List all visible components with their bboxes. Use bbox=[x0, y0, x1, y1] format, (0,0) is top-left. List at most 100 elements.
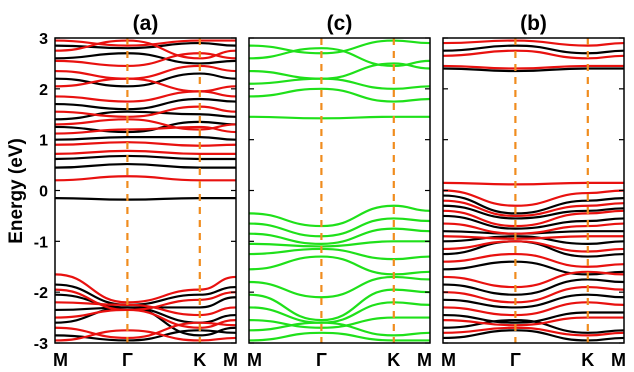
band-line-0-3 bbox=[443, 230, 624, 235]
band-line-1-0 bbox=[55, 175, 236, 182]
panel-frame bbox=[442, 37, 625, 344]
band-line-0-17 bbox=[249, 331, 430, 342]
band-line-1-6 bbox=[55, 90, 236, 103]
band-line-1-6 bbox=[443, 240, 624, 253]
band-line-1-1 bbox=[55, 149, 236, 156]
band-line-0-3 bbox=[55, 136, 236, 141]
band-line-1-7 bbox=[443, 252, 624, 268]
band-line-1-13 bbox=[443, 64, 624, 70]
x-tick-label: M bbox=[223, 350, 238, 370]
band-line-0-10 bbox=[55, 283, 236, 306]
band-line-0-11 bbox=[443, 329, 624, 342]
band-line-0-9 bbox=[443, 311, 624, 324]
band-line-1-8 bbox=[55, 64, 236, 80]
band-line-0-12 bbox=[55, 306, 236, 324]
band-line-1-3 bbox=[443, 209, 624, 228]
panel-2: M Γ K M(b) bbox=[441, 12, 626, 370]
band-line-0-15 bbox=[249, 316, 430, 329]
bands bbox=[249, 39, 430, 342]
band-line-1-5 bbox=[443, 235, 624, 240]
band-line-0-2 bbox=[249, 77, 430, 90]
x-tick-label: Γ bbox=[122, 350, 133, 370]
x-tick-label: Γ bbox=[510, 350, 521, 370]
band-line-0-10 bbox=[443, 319, 624, 334]
band-line-0-0 bbox=[443, 194, 624, 215]
x-tick-label: K bbox=[581, 350, 594, 370]
band-line-1-3 bbox=[55, 125, 236, 135]
band-line-1-9 bbox=[443, 285, 624, 304]
y-tick-label: 3 bbox=[39, 31, 48, 48]
band-line-1-8 bbox=[443, 270, 624, 289]
band-line-0-8 bbox=[443, 293, 624, 309]
band-line-0-8 bbox=[249, 227, 430, 245]
bands bbox=[443, 39, 624, 342]
band-line-1-13 bbox=[55, 288, 236, 312]
x-tick-label: M bbox=[441, 350, 456, 370]
band-line-0-0 bbox=[55, 197, 236, 201]
x-tick-label: M bbox=[53, 350, 68, 370]
band-line-1-1 bbox=[443, 189, 624, 207]
band-line-1-4 bbox=[55, 118, 236, 131]
x-tick-label: K bbox=[387, 350, 400, 370]
x-tick-label: M bbox=[417, 350, 432, 370]
band-line-1-5 bbox=[55, 105, 236, 118]
band-line-1-11 bbox=[443, 316, 624, 327]
band-line-0-1 bbox=[249, 87, 430, 103]
band-line-0-7 bbox=[443, 278, 624, 296]
band-line-0-14 bbox=[249, 301, 430, 324]
band-line-0-9 bbox=[249, 240, 430, 248]
band-line-0-3 bbox=[249, 62, 430, 80]
band-line-0-12 bbox=[443, 67, 624, 73]
y-tick-label: 0 bbox=[39, 184, 48, 201]
band-line-1-16 bbox=[55, 321, 236, 340]
panel-title: (b) bbox=[520, 12, 547, 35]
bands bbox=[55, 39, 236, 342]
band-line-1-12 bbox=[443, 326, 624, 337]
band-line-0-4 bbox=[249, 47, 430, 68]
band-line-0-12 bbox=[249, 275, 430, 299]
y-tick-label: -3 bbox=[34, 336, 48, 353]
band-line-0-1 bbox=[443, 204, 624, 220]
band-line-1-10 bbox=[55, 39, 236, 60]
band-line-1-14 bbox=[443, 49, 624, 60]
band-line-1-15 bbox=[443, 39, 624, 47]
x-tick-label: Γ bbox=[316, 350, 327, 370]
band-line-1-11 bbox=[55, 39, 236, 47]
band-line-0-2 bbox=[443, 214, 624, 230]
band-line-1-14 bbox=[55, 301, 236, 317]
band-line-0-16 bbox=[249, 321, 430, 337]
band-line-0-0 bbox=[249, 115, 430, 120]
y-tick-label: -2 bbox=[34, 285, 48, 302]
band-line-1-2 bbox=[55, 141, 236, 147]
band-line-0-10 bbox=[249, 247, 430, 261]
band-line-0-1 bbox=[55, 162, 236, 169]
band-line-0-5 bbox=[249, 39, 430, 55]
band-line-1-10 bbox=[443, 301, 624, 317]
y-tick-label: 2 bbox=[39, 82, 48, 99]
band-line-1-7 bbox=[55, 77, 236, 93]
x-tick-label: K bbox=[193, 350, 206, 370]
y-tick-label: 1 bbox=[39, 133, 48, 150]
band-line-0-4 bbox=[443, 235, 624, 245]
band-line-0-13 bbox=[443, 44, 624, 55]
y-axis-label: Energy (eV) bbox=[6, 138, 27, 244]
band-line-0-8 bbox=[55, 52, 236, 65]
band-line-1-2 bbox=[443, 199, 624, 218]
band-line-0-6 bbox=[55, 97, 236, 111]
band-line-1-0 bbox=[443, 181, 624, 186]
band-line-0-14 bbox=[55, 329, 236, 342]
band-line-0-7 bbox=[249, 217, 430, 238]
band-line-0-5 bbox=[443, 240, 624, 258]
band-line-1-17 bbox=[55, 329, 236, 342]
panel-title: (c) bbox=[327, 12, 353, 35]
band-line-0-6 bbox=[249, 204, 430, 228]
panel-title: (a) bbox=[133, 12, 159, 35]
band-line-1-12 bbox=[55, 273, 236, 304]
panel-frame bbox=[248, 37, 431, 344]
y-tick-label: -1 bbox=[34, 234, 48, 251]
band-line-0-13 bbox=[249, 288, 430, 322]
band-line-0-2 bbox=[55, 154, 236, 161]
